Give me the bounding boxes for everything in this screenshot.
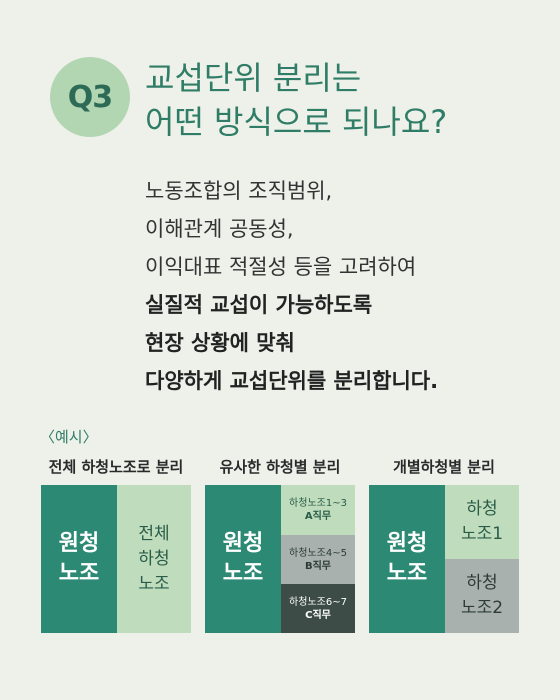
diagram-3-part-1-line-1: 하청 xyxy=(466,499,498,519)
diagram-2-part-c: 하청노조6~7 C직무 xyxy=(281,584,355,633)
diagram-3-part-1: 하청 노조1 xyxy=(445,485,519,559)
diagram-2-part-a-job: A직무 xyxy=(304,511,332,522)
title-line-2: 어떤 방식으로 되나요? xyxy=(145,103,448,141)
diagram-1-wonchung-block: 원청 노조 xyxy=(41,485,117,633)
diagram-3: 원청 노조 하청 노조1 하청 노조2 xyxy=(369,485,519,633)
diagram-1-sub-line-2: 하청 xyxy=(138,548,170,569)
diagram-1-title: 전체 하청노조로 분리 xyxy=(48,458,184,476)
body-line-2: 이해관계 공동성, xyxy=(145,217,294,241)
diagram-2-title: 유사한 하청별 분리 xyxy=(219,458,341,476)
diagram-2-wonchung-block: 원청 노조 xyxy=(205,485,281,633)
diagram-3-part-2-line-1: 하청 xyxy=(466,573,498,593)
diagram-2-part-b-unions: 하청노조4~5 xyxy=(289,547,347,559)
diagram-2-wonchung-line-2: 노조 xyxy=(222,561,264,586)
body-line-3: 이익대표 적절성 등을 고려하여 xyxy=(145,255,417,279)
diagram-2-parts: 하청노조1~3 A직무 하청노조4~5 B직무 하청노조6~7 C직무 xyxy=(281,485,355,633)
diagram-1: 원청 노조 전체 하청 노조 xyxy=(41,485,191,633)
title-line-1: 교섭단위 분리는 xyxy=(145,59,362,97)
diagram-3-part-2-line-2: 노조2 xyxy=(460,598,504,618)
diagram-3-wonchung-line-2: 노조 xyxy=(386,561,428,586)
diagram-1-wonchung-line-1: 원청 xyxy=(58,531,100,556)
diagram-2-part-a: 하청노조1~3 A직무 xyxy=(281,485,355,535)
diagram-2-part-c-job: C직무 xyxy=(305,609,331,621)
example-label: 〈예시〉 xyxy=(40,428,98,446)
diagram-3-part-1-line-2: 노조1 xyxy=(460,524,504,544)
diagram-3-parts: 하청 노조1 하청 노조2 xyxy=(445,485,519,633)
body-bold-line-1: 실질적 교섭이 가능하도록 xyxy=(145,293,373,317)
diagram-1-wonchung-line-2: 노조 xyxy=(58,561,100,586)
diagram-2: 원청 노조 하청노조1~3 A직무 하청노조4~5 B직무 하청노조6~7 C직… xyxy=(205,485,355,633)
diagram-1-sub-line-1: 전체 xyxy=(138,523,170,544)
body-bold-line-2: 현장 상황에 맞춰 xyxy=(145,331,295,355)
diagram-3-part-2: 하청 노조2 xyxy=(445,559,519,633)
page-title: 교섭단위 분리는 어떤 방식으로 되나요? xyxy=(145,56,447,144)
diagram-1-sub-line-3: 노조 xyxy=(138,573,170,594)
diagram-3-wonchung-line-1: 원청 xyxy=(386,531,428,556)
diagram-3-title: 개별하청별 분리 xyxy=(393,458,495,476)
diagram-2-part-c-unions: 하청노조6~7 xyxy=(289,596,347,608)
diagram-2-part-a-unions: 하청노조1~3 xyxy=(289,498,347,509)
diagram-1-subcontract-block: 전체 하청 노조 xyxy=(117,485,191,633)
diagram-3-wonchung-block: 원청 노조 xyxy=(369,485,445,633)
answer-text: 노동조합의 조직범위, 이해관계 공동성, 이익대표 적절성 등을 고려하여 실… xyxy=(145,172,438,400)
diagram-2-part-b-job: B직무 xyxy=(304,560,332,572)
diagram-2-part-b: 하청노조4~5 B직무 xyxy=(281,535,355,584)
diagram-2-wonchung-line-1: 원청 xyxy=(222,531,264,556)
body-line-1: 노동조합의 조직범위, xyxy=(145,179,333,203)
question-badge: Q3 xyxy=(50,57,130,137)
body-bold-line-3: 다양하게 교섭단위를 분리합니다. xyxy=(145,369,439,393)
